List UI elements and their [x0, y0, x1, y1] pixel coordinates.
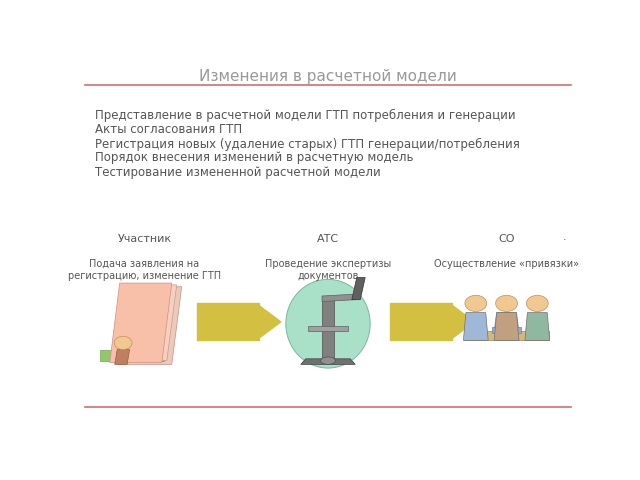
- Text: АТС: АТС: [317, 234, 339, 244]
- Circle shape: [465, 295, 487, 312]
- Text: СО: СО: [499, 234, 515, 244]
- Circle shape: [114, 336, 132, 349]
- Polygon shape: [115, 349, 129, 364]
- Polygon shape: [494, 312, 519, 340]
- Bar: [308, 325, 348, 331]
- Polygon shape: [110, 283, 172, 362]
- Polygon shape: [112, 285, 177, 360]
- Polygon shape: [322, 294, 355, 301]
- Bar: [492, 327, 522, 333]
- Text: Порядок внесения изменений в расчетную модель: Порядок внесения изменений в расчетную м…: [95, 152, 413, 165]
- Polygon shape: [352, 277, 365, 300]
- Polygon shape: [301, 359, 355, 364]
- Text: Тестирование измененной расчетной модели: Тестирование измененной расчетной модели: [95, 166, 381, 179]
- Polygon shape: [463, 312, 488, 340]
- Ellipse shape: [321, 357, 335, 364]
- Bar: [465, 331, 548, 340]
- Polygon shape: [494, 312, 519, 331]
- Polygon shape: [259, 305, 281, 338]
- Text: Участник: Участник: [117, 234, 172, 244]
- Bar: [322, 296, 334, 359]
- Text: Осуществление «привязки»: Осуществление «привязки»: [434, 259, 579, 269]
- Polygon shape: [196, 303, 259, 340]
- Text: Регистрация новых (удаление старых) ГТП генерации/потребления: Регистрация новых (удаление старых) ГТП …: [95, 137, 520, 151]
- Circle shape: [526, 295, 548, 312]
- Polygon shape: [452, 305, 474, 338]
- Polygon shape: [117, 287, 182, 364]
- Circle shape: [495, 295, 518, 312]
- Polygon shape: [100, 349, 164, 360]
- Polygon shape: [390, 303, 452, 340]
- Text: Представление в расчетной модели ГТП потребления и генерации: Представление в расчетной модели ГТП пот…: [95, 109, 515, 122]
- Text: Подача заявления на
регистрацию, изменение ГТП: Подача заявления на регистрацию, изменен…: [68, 259, 221, 281]
- Text: Проведение экспертизы
документов: Проведение экспертизы документов: [265, 259, 391, 281]
- Text: Акты согласования ГТП: Акты согласования ГТП: [95, 123, 242, 136]
- Ellipse shape: [286, 279, 370, 368]
- Polygon shape: [525, 312, 550, 340]
- Text: .: .: [563, 232, 566, 242]
- Text: Изменения в расчетной модели: Изменения в расчетной модели: [199, 69, 457, 84]
